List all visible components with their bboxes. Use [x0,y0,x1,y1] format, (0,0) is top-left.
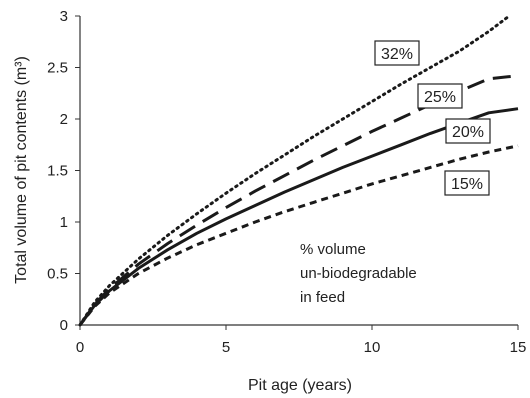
x-axis-title: Pit age (years) [248,377,352,394]
annotation-line-2: un-biodegradable [300,265,417,282]
series-label-text: 20% [452,124,484,141]
y-tick-label: 2 [60,111,68,128]
series-label-3: 20% [445,118,491,144]
series-layer [78,14,519,327]
y-tick-label: 0.5 [47,266,68,283]
series-line-1 [78,14,511,327]
y-tick-label: 2.5 [47,60,68,77]
series-labels: 32% 25% 20% 15% [374,40,491,196]
series-label-text: 25% [424,89,456,106]
annotation-text: % volume un-biodegradable in feed [300,241,421,306]
series-label-box [444,170,490,196]
series-label-2: 25% [417,83,463,109]
annotation-line-3: in feed [300,289,345,306]
x-tick-label: 10 [364,339,381,356]
series-label-4: 15% [444,170,490,196]
series-label-box [374,40,420,66]
series-label-box [445,118,491,144]
y-tick-label: 1.5 [47,163,68,180]
y-axis-title: Total volume of pit contents (m³) [13,56,30,284]
x-tick-label: 15 [510,339,527,356]
series-line-3 [78,107,519,326]
y-tick-label: 3 [60,8,68,25]
x-tick-label: 5 [222,339,230,356]
y-tick-label: 0 [60,317,68,334]
series-line-4 [78,144,519,326]
x-tick-label: 0 [76,339,84,356]
series-line-2 [78,74,519,326]
series-label-text: 15% [451,176,483,193]
series-label-text: 32% [381,46,413,63]
annotation-line-1: % volume [300,241,366,258]
y-tick-label: 1 [60,214,68,231]
axes: 0 0.5 1 1.5 2 2.5 3 0 5 10 15 [47,8,526,356]
series-label-1: 32% [374,40,420,66]
series-label-box [417,83,463,109]
